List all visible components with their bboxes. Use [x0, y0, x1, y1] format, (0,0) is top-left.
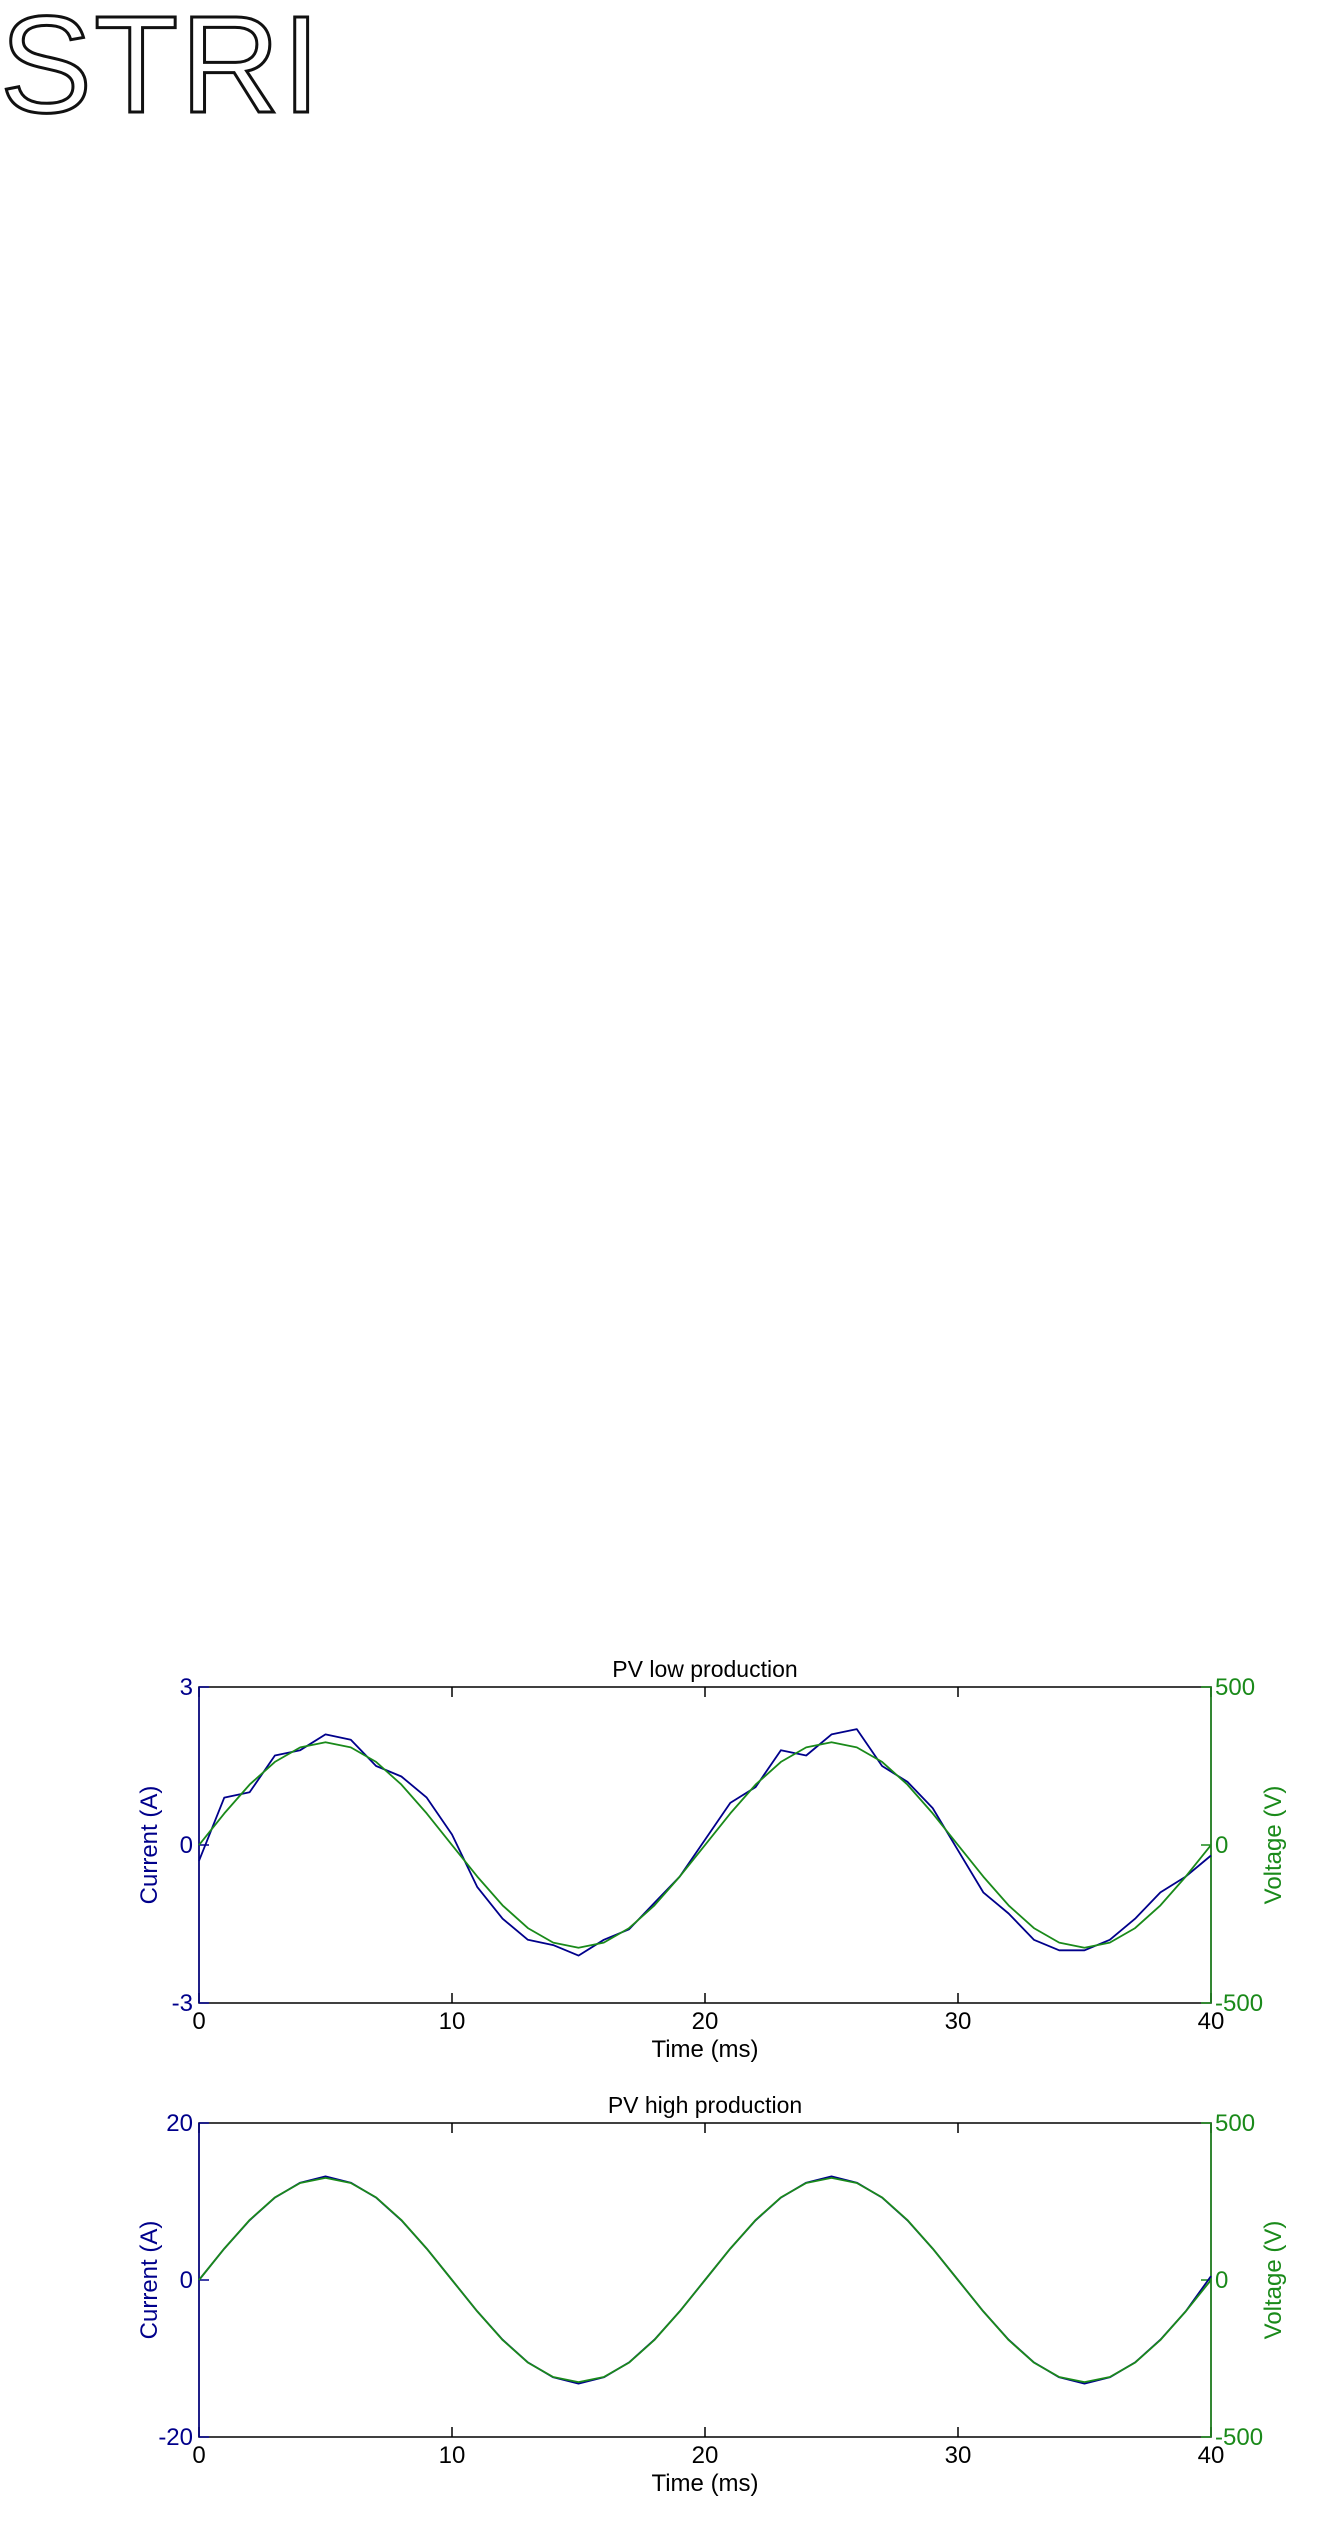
logo: STRI — [0, 0, 322, 142]
y2-tick-label: -500 — [1215, 1990, 1263, 2017]
y2-tick-label: 0 — [1215, 1832, 1228, 1859]
y-tick-label: 0 — [180, 1832, 193, 1859]
y-tick-label: -3 — [172, 1990, 193, 2017]
x-tick-label: 40 — [1198, 2442, 1225, 2469]
y2-tick-label: 500 — [1215, 1674, 1255, 1701]
y2-tick-label: 0 — [1215, 2267, 1228, 2294]
x-tick-label: 0 — [192, 2442, 205, 2469]
y-axis-label: Current (A) — [136, 2221, 163, 2340]
x-tick-label: 10 — [439, 2442, 466, 2469]
x-tick-label: 0 — [192, 2008, 205, 2035]
y-axis-label: Current (A) — [136, 1786, 163, 1905]
series-line — [198, 2177, 1212, 2383]
x-tick-label: 10 — [439, 2008, 466, 2035]
y2-tick-label: -500 — [1215, 2424, 1263, 2451]
x-axis-label: Time (ms) — [651, 2036, 758, 2063]
x-tick-label: 20 — [692, 2442, 719, 2469]
y-tick-label: 0 — [180, 2267, 193, 2294]
chart-title: PV high production — [608, 2092, 802, 2118]
y-tick-label: 20 — [166, 2110, 193, 2137]
y-tick-label: 3 — [180, 1674, 193, 1701]
x-tick-label: 30 — [945, 2442, 972, 2469]
y-tick-label: -20 — [158, 2424, 193, 2451]
x-tick-label: 40 — [1198, 2008, 1225, 2035]
y2-axis-label: Voltage (V) — [1260, 1786, 1287, 1905]
x-axis-label: Time (ms) — [651, 2470, 758, 2497]
y2-axis-label: Voltage (V) — [1260, 2221, 1287, 2340]
series-line — [198, 1741, 1212, 1949]
x-tick-label: 30 — [945, 2008, 972, 2035]
chart-title: PV low production — [612, 1656, 797, 1682]
x-tick-label: 20 — [692, 2008, 719, 2035]
y2-tick-label: 500 — [1215, 2110, 1255, 2137]
series-line — [198, 1728, 1212, 1957]
